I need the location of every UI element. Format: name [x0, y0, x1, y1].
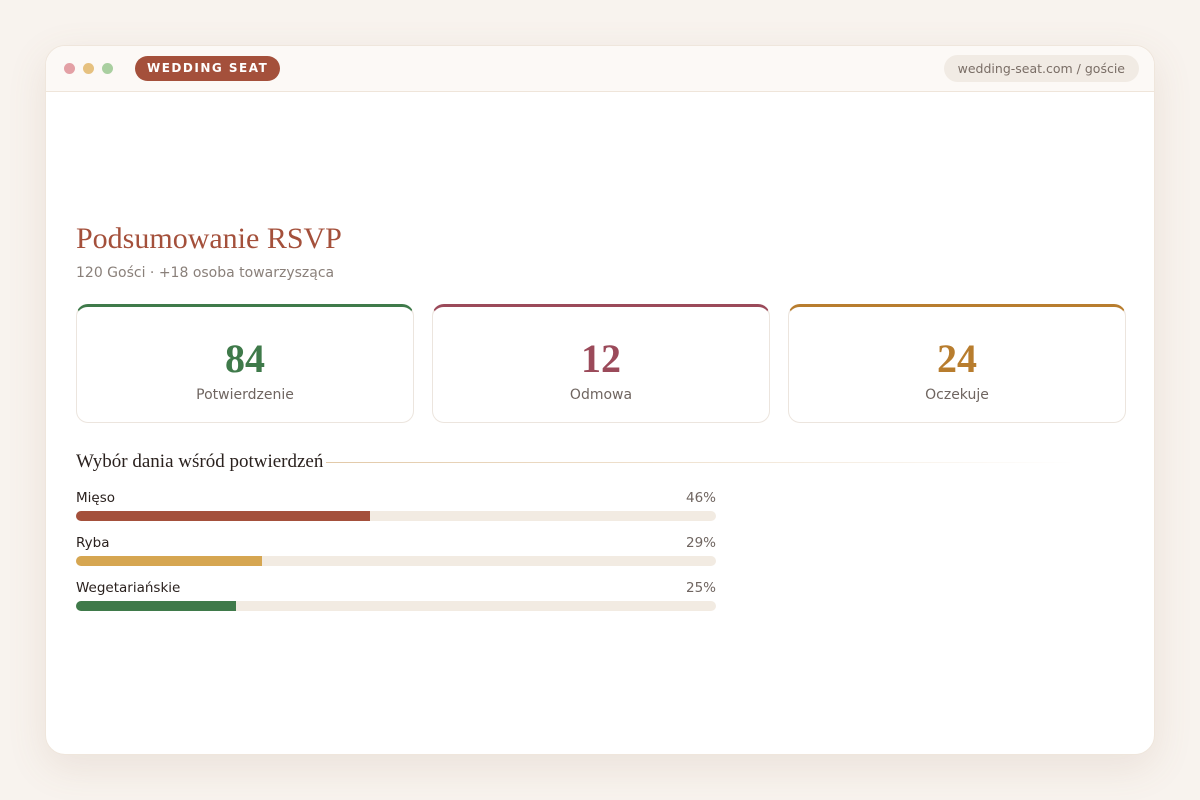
subtitle: 120 Gości · +18 osoba towarzysząca: [76, 265, 335, 281]
browser-window: WEDDING SEAT wedding-seat.com / goście P…: [45, 45, 1155, 755]
window-dot: [64, 63, 75, 74]
value-label: 46%: [685, 490, 716, 506]
divider: [326, 462, 1076, 463]
stat-value: 24: [937, 336, 977, 381]
stat-label: Potwierdzenie: [196, 387, 294, 403]
bar: [76, 556, 262, 566]
stat-card: 12 Odmowa: [432, 304, 770, 423]
category-label: Wegetariańskie: [76, 580, 181, 596]
bar: [76, 511, 371, 521]
url: wedding-seat.com / goście: [943, 55, 1139, 82]
value-label: 29%: [685, 535, 716, 551]
stat-label: Odmowa: [569, 387, 633, 403]
window-dot: [102, 63, 113, 74]
brand[interactable]: WEDDING SEAT: [135, 56, 281, 81]
value-label: 25%: [685, 580, 716, 596]
bar-track: [76, 601, 716, 611]
category-label: Ryba: [76, 535, 110, 551]
page-title: Podsumowanie RSVP: [76, 222, 342, 255]
bar-track: [76, 511, 716, 521]
stat-value: 84: [225, 336, 265, 381]
bar: [76, 601, 236, 611]
stat-label: Oczekuje: [925, 387, 989, 403]
section-title: Wybór dania wśród potwierdzeń: [76, 451, 324, 472]
category-label: Mięso: [76, 490, 115, 506]
stat-value: 12: [581, 336, 621, 381]
bar-track: [76, 556, 716, 566]
stat-card: 24 Oczekuje: [788, 304, 1126, 423]
window-dot: [83, 63, 94, 74]
browser-bar: WEDDING SEAT wedding-seat.com / goście: [46, 46, 1154, 92]
stat-card: 84 Potwierdzenie: [76, 304, 414, 423]
